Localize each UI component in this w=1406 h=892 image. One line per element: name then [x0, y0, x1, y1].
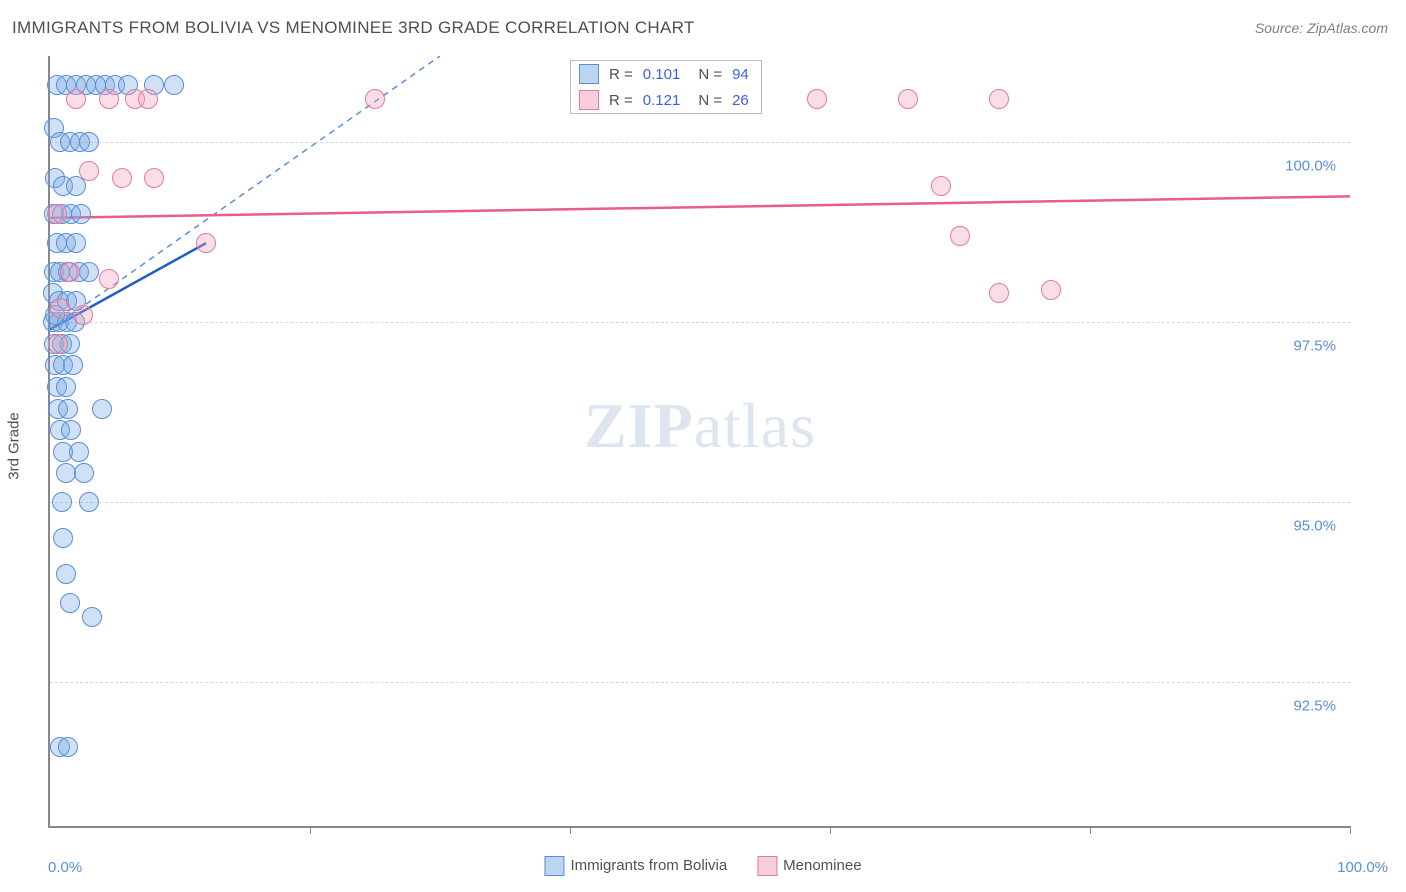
watermark: ZIPatlas — [584, 389, 816, 463]
data-point — [69, 442, 89, 462]
data-point — [58, 737, 78, 757]
gridline — [50, 682, 1350, 683]
data-point — [63, 355, 83, 375]
gridline — [50, 502, 1350, 503]
data-point — [164, 75, 184, 95]
y-axis-label: 3rd Grade — [6, 412, 23, 480]
data-point — [807, 89, 827, 109]
data-point — [989, 89, 1009, 109]
data-point — [56, 564, 76, 584]
data-point — [74, 463, 94, 483]
data-point — [138, 89, 158, 109]
data-point — [73, 305, 93, 325]
data-point — [71, 204, 91, 224]
x-tick — [1350, 826, 1351, 834]
data-point — [50, 298, 70, 318]
legend-item-pink: Menominee — [757, 856, 861, 876]
stat-legend-box: R =0.101 N =94 R =0.121 N =26 — [570, 60, 762, 114]
data-point — [82, 607, 102, 627]
data-point — [196, 233, 216, 253]
data-point — [989, 283, 1009, 303]
stat-row-blue: R =0.101 N =94 — [571, 61, 761, 87]
data-point — [931, 176, 951, 196]
x-tick — [830, 826, 831, 834]
data-point — [61, 420, 81, 440]
y-tick-label: 95.0% — [1293, 518, 1336, 535]
gridline — [50, 142, 1350, 143]
data-point — [48, 334, 68, 354]
swatch-blue-icon — [544, 856, 564, 876]
data-point — [66, 233, 86, 253]
data-point — [79, 262, 99, 282]
data-point — [47, 204, 67, 224]
data-point — [60, 593, 80, 613]
source-attribution: Source: ZipAtlas.com — [1255, 20, 1388, 36]
data-point — [1041, 280, 1061, 300]
y-tick-label: 97.5% — [1293, 338, 1336, 355]
gridline — [50, 322, 1350, 323]
x-tick — [310, 826, 311, 834]
legend-item-blue: Immigrants from Bolivia — [544, 856, 727, 876]
data-point — [60, 262, 80, 282]
swatch-pink-icon — [757, 856, 777, 876]
trend-lines — [50, 56, 1350, 826]
data-point — [99, 269, 119, 289]
chart-title: IMMIGRANTS FROM BOLIVIA VS MENOMINEE 3RD… — [12, 18, 695, 38]
data-point — [56, 377, 76, 397]
data-point — [56, 463, 76, 483]
data-point — [898, 89, 918, 109]
bottom-legend: Immigrants from Bolivia Menominee — [544, 856, 861, 876]
data-point — [79, 492, 99, 512]
data-point — [79, 132, 99, 152]
x-tick — [1090, 826, 1091, 834]
plot-area: ZIPatlas R =0.101 N =94 R =0.121 N =26 9… — [48, 56, 1350, 828]
data-point — [99, 89, 119, 109]
data-point — [58, 399, 78, 419]
data-point — [92, 399, 112, 419]
data-point — [144, 168, 164, 188]
x-tick-label-right: 100.0% — [1337, 859, 1388, 876]
data-point — [79, 161, 99, 181]
y-tick-label: 100.0% — [1285, 158, 1336, 175]
data-point — [365, 89, 385, 109]
stat-row-pink: R =0.121 N =26 — [571, 87, 761, 113]
swatch-pink-icon — [579, 90, 599, 110]
data-point — [112, 168, 132, 188]
x-tick — [570, 826, 571, 834]
data-point — [52, 492, 72, 512]
data-point — [950, 226, 970, 246]
data-point — [66, 89, 86, 109]
swatch-blue-icon — [579, 64, 599, 84]
x-tick-label-left: 0.0% — [48, 859, 82, 876]
y-tick-label: 92.5% — [1293, 698, 1336, 715]
data-point — [53, 528, 73, 548]
